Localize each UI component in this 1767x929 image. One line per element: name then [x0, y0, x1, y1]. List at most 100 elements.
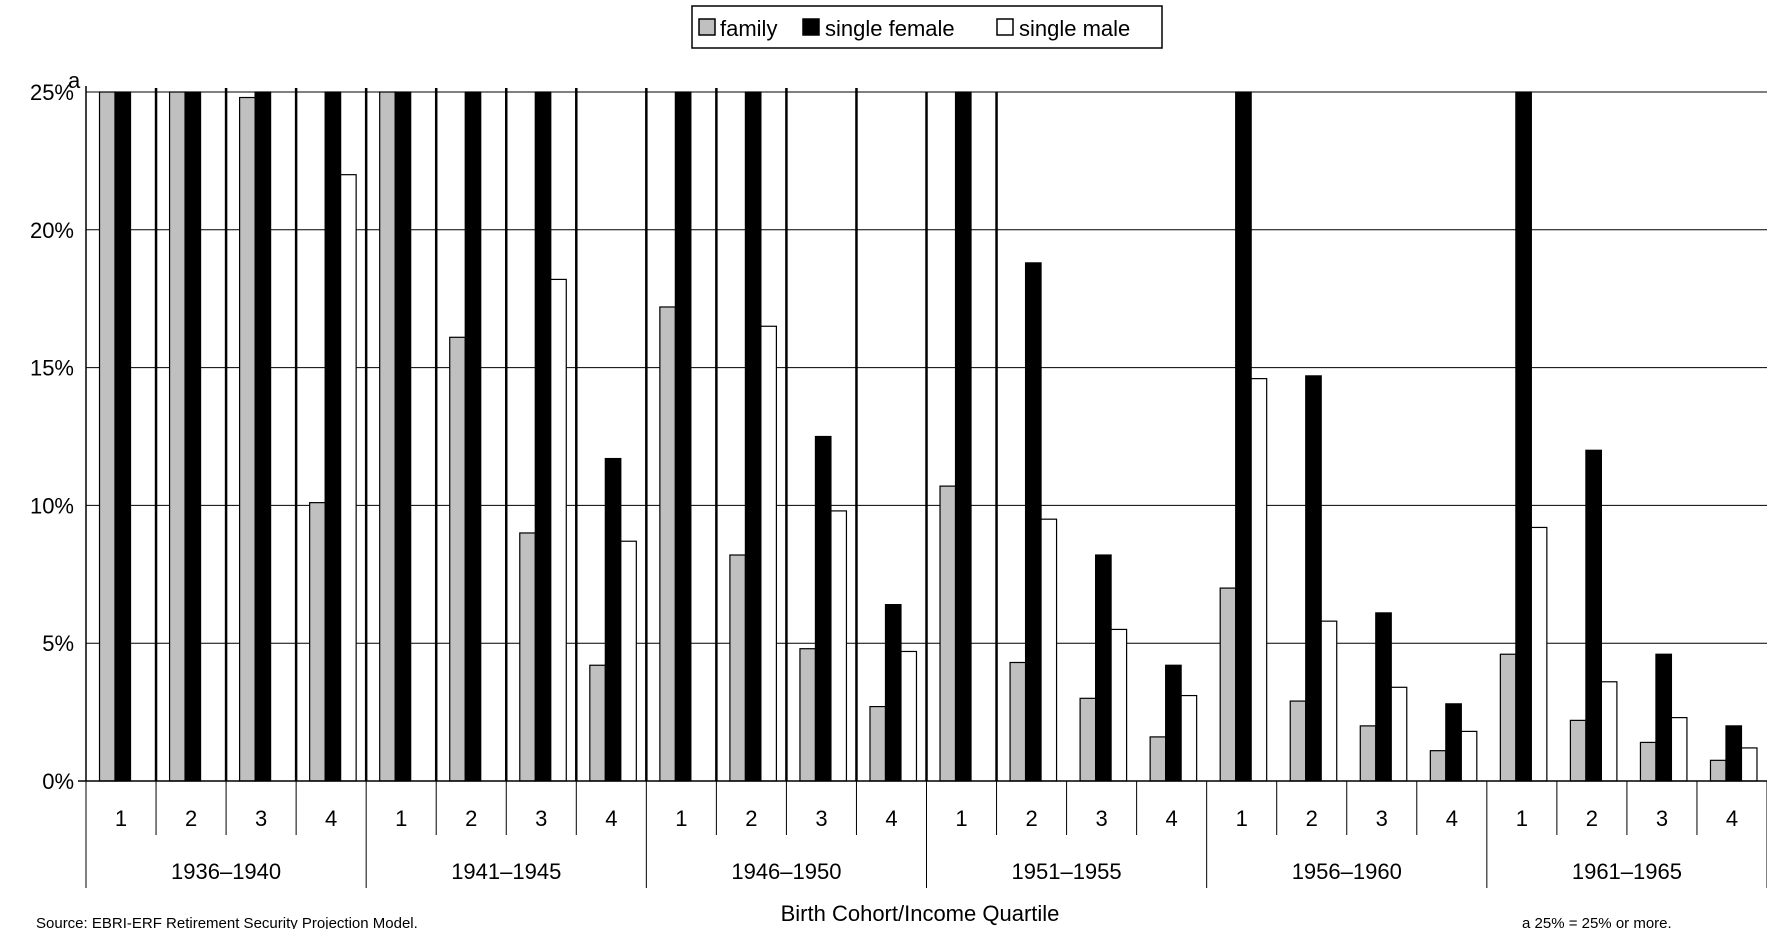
quartile-label: 1 [955, 806, 967, 831]
y-tick-label: 10% [30, 493, 74, 518]
bar-family [1639, 741, 1657, 782]
quartile-label: 4 [1726, 806, 1738, 831]
bar-family [869, 705, 887, 782]
bar-single-male [620, 540, 637, 782]
bar-single-female [1235, 91, 1252, 782]
bar-single-female [1024, 262, 1042, 782]
cohort-separators [154, 88, 998, 781]
bar-single-female [814, 435, 832, 782]
bar-single-female [954, 91, 972, 782]
bar-family [449, 336, 466, 782]
bar-single-female [1585, 449, 1602, 782]
bar-single-female [744, 91, 762, 782]
bar-single-female [254, 91, 272, 782]
footnote: a 25% = 25% or more. [1522, 915, 1672, 929]
y-tick-labels: 0% 5% 10% 15% 20% 25%a [30, 68, 81, 794]
bar-family [309, 502, 326, 782]
bar-single-female [604, 457, 622, 782]
bar-single-male [900, 650, 918, 782]
cohort-label: 1936–1940 [171, 859, 281, 884]
bar-family [168, 91, 186, 782]
bar-family [1289, 700, 1307, 782]
y-tick-label: 25% [30, 80, 74, 105]
x-axis-table: 1 2 3 4 1 2 3 4 1 2 3 4 1 2 3 4 1 2 3 4 1 2 3 4 1936–1940 1941–19… [85, 781, 1767, 888]
legend-swatch [698, 18, 716, 36]
bar-single-male [1460, 730, 1478, 782]
bar-family [519, 532, 536, 782]
bar-single-female [184, 91, 202, 782]
bar-single-male [1180, 694, 1198, 782]
bar-single-male [1530, 526, 1548, 782]
quartile-label: 4 [1446, 806, 1458, 831]
quartile-label: 1 [1236, 806, 1248, 831]
quartile-label: 3 [1095, 806, 1107, 831]
bar-family [379, 91, 396, 782]
quartile-label: 1 [115, 806, 127, 831]
cohort-label: 1956–1960 [1292, 859, 1402, 884]
bar-single-male [830, 510, 848, 782]
quartile-label: 4 [605, 806, 617, 831]
bar-single-male [1040, 518, 1058, 782]
bar-family [1009, 661, 1027, 782]
bar-single-female [1305, 375, 1322, 782]
y-tick-label: 5% [42, 631, 74, 656]
bar-single-female [534, 91, 552, 782]
bar-single-female [1655, 653, 1673, 782]
y-tick-label: 15% [30, 356, 74, 381]
bar-single-female [1095, 554, 1112, 782]
quartile-label: 2 [1306, 806, 1318, 831]
quartile-label: 2 [1586, 806, 1598, 831]
bar-single-female [394, 91, 412, 782]
bar-family [729, 554, 746, 782]
quartile-label: 4 [885, 806, 897, 831]
quartile-label: 3 [1376, 806, 1388, 831]
quartile-label: 1 [675, 806, 687, 831]
cohort-label: 1946–1950 [731, 859, 841, 884]
quartile-label: 2 [465, 806, 477, 831]
bar-single-male [340, 174, 357, 782]
bar-family [98, 91, 116, 782]
bar-family [589, 664, 606, 782]
legend-box [691, 5, 1163, 49]
bar-family [1499, 653, 1517, 782]
bar-single-female [1375, 612, 1392, 782]
legend-swatch [802, 18, 820, 36]
quartile-label: 4 [325, 806, 337, 831]
bar-family [1429, 750, 1447, 782]
bar-single-female [114, 91, 132, 782]
bar-single-male [1110, 628, 1128, 782]
legend-swatch [996, 18, 1014, 36]
bar-single-female [1515, 91, 1532, 782]
quartile-label: 3 [535, 806, 547, 831]
y-tick-label: 0% [42, 769, 74, 794]
x-axis-label: Birth Cohort/Income Quartile [781, 901, 1060, 926]
bar-single-female [464, 91, 482, 782]
bar-family [1569, 719, 1587, 782]
bar-family [659, 306, 676, 782]
bar-single-male [1250, 378, 1268, 782]
quartile-label: 4 [1166, 806, 1178, 831]
bar-family [1079, 697, 1097, 782]
legend-entry: single male [1019, 16, 1130, 41]
bar-family [1709, 759, 1727, 782]
bars [98, 91, 1758, 782]
bar-single-male [1390, 686, 1408, 782]
bar-single-female [884, 604, 902, 782]
bar-single-female [1165, 664, 1182, 782]
bar-family [939, 485, 957, 782]
bar-family [1219, 587, 1237, 782]
cohort-label: 1941–1945 [451, 859, 561, 884]
bar-single-female [1725, 725, 1743, 782]
quartile-label: 1 [1516, 806, 1528, 831]
bar-single-male [1740, 747, 1758, 782]
bar-single-male [550, 278, 567, 782]
cohort-label: 1961–1965 [1572, 859, 1682, 884]
bar-family [239, 96, 256, 782]
bar-single-female [324, 91, 342, 782]
bar-family [1149, 736, 1167, 782]
cohort-label: 1951–1955 [1012, 859, 1122, 884]
bar-family [1359, 725, 1377, 782]
quartile-label: 3 [255, 806, 267, 831]
bar-single-female [1445, 703, 1462, 782]
